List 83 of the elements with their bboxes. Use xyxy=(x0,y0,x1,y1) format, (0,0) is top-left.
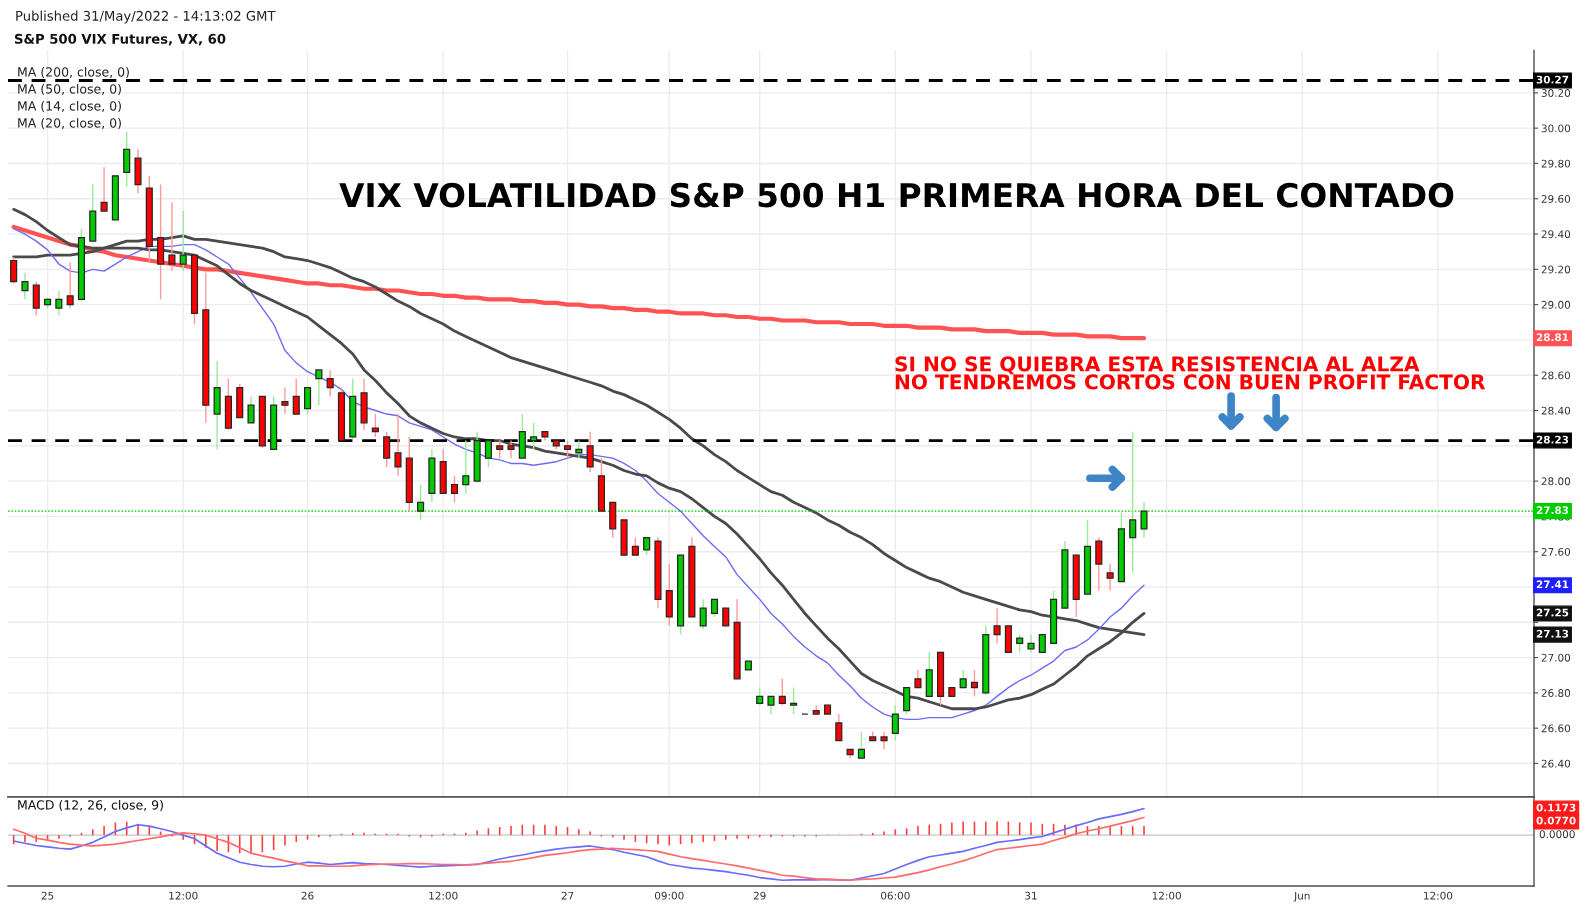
text: 27.25 xyxy=(1536,608,1569,617)
y-tick-label: 28.40 xyxy=(1541,406,1571,415)
x-tick-label: 12:00 xyxy=(429,891,458,900)
candlestick xyxy=(699,598,707,631)
candlestick xyxy=(303,386,312,415)
y-tick-label: 26.80 xyxy=(1541,689,1571,697)
candlestick xyxy=(100,166,108,212)
candlestick xyxy=(575,439,583,459)
x-tick-label: 12:00 xyxy=(169,891,198,900)
candlestick xyxy=(484,439,492,468)
candlestick xyxy=(1095,536,1103,592)
x-tick-label: 25 xyxy=(41,891,54,900)
candlestick xyxy=(903,686,911,715)
y-tick-label: 26.60 xyxy=(1541,724,1571,733)
text: 27.41 xyxy=(1536,580,1569,589)
x-tick-label: 27 xyxy=(561,891,574,900)
x-tick-label: 29 xyxy=(753,891,766,900)
candlestick xyxy=(326,369,334,398)
annotation: VIX VOLATILIDAD S&P 500 H1 PRIMERA HORA DEL CONTADO xyxy=(339,182,1454,208)
x-tick-label: 09:00 xyxy=(654,891,684,900)
y-tick-label: 27.60 xyxy=(1541,547,1571,556)
candlestick xyxy=(993,607,1001,645)
x-tick-label: 06:00 xyxy=(881,891,910,900)
candlestick xyxy=(586,430,594,473)
ref-line-label: 30.27 xyxy=(1536,75,1569,84)
y-tick-label: 29.60 xyxy=(1541,194,1571,203)
x-tick-label: 12:00 xyxy=(1424,891,1453,900)
candlestick xyxy=(778,678,786,706)
candlestick xyxy=(32,280,40,316)
candlestick xyxy=(462,439,470,495)
x-tick-label: 26 xyxy=(301,891,314,900)
annotation: SI NO SE QUIEBRA ESTA RESISTENCIA AL ALZA NO TENDREMOS CORTOS CON BUEN PROFIT FACTOR xyxy=(895,356,1486,390)
candlestick xyxy=(10,256,18,285)
y-tick-label: 26.40 xyxy=(1541,759,1571,768)
annotation: MA (14, close, 0) xyxy=(18,100,121,113)
candlestick xyxy=(66,261,74,309)
annotation: MA (200, close, 0) xyxy=(18,66,129,79)
candlestick xyxy=(123,130,131,188)
candlestick xyxy=(530,422,538,451)
text: 28.81 xyxy=(1536,333,1569,342)
candlestick xyxy=(21,272,29,301)
candlestick xyxy=(857,731,865,759)
y-tick-label: 30.20 xyxy=(1541,89,1571,97)
candlestick xyxy=(880,731,888,751)
candlestick xyxy=(315,369,323,406)
line-series xyxy=(11,224,1147,341)
candlestick xyxy=(383,430,391,468)
y-tick-label: 28.60 xyxy=(1541,371,1571,380)
text: 0.1173 xyxy=(1536,803,1576,812)
candlestick xyxy=(179,210,187,272)
y-tick-label: 29.00 xyxy=(1541,300,1571,309)
x-tick-label: 12:00 xyxy=(1152,891,1181,900)
candlestick xyxy=(970,669,979,698)
ref-line-label: 27.83 xyxy=(1536,506,1569,515)
text: Published 31/May/2022 - 14:13:02 GMT xyxy=(16,10,276,24)
candlestick xyxy=(168,201,176,272)
chart-title: MACD (12, 26, close, 9) xyxy=(18,799,163,812)
y-tick-label: 28.00 xyxy=(1541,477,1571,486)
text: 0.0770 xyxy=(1536,816,1576,825)
candlestick xyxy=(790,686,798,715)
y-tick-label: 29.80 xyxy=(1541,159,1571,168)
y-tick-label: 27.00 xyxy=(1541,653,1571,662)
text: 27.13 xyxy=(1536,629,1569,638)
candlestick xyxy=(394,413,402,477)
text: 0.0000 xyxy=(1539,830,1575,839)
candlestick xyxy=(891,704,899,742)
annotation: MA (50, close, 0) xyxy=(18,83,121,96)
candlestick xyxy=(247,395,255,424)
ref-line-label: 28.23 xyxy=(1536,435,1569,444)
y-tick-label: 30.00 xyxy=(1541,124,1571,133)
candlestick xyxy=(292,378,300,415)
candlestick xyxy=(281,386,289,415)
chart-title: S&P 500 VIX Futures, VX, 60 xyxy=(14,33,226,46)
x-tick-label: Jun xyxy=(1293,891,1310,902)
candlestick xyxy=(507,439,515,459)
y-tick-label: 29.20 xyxy=(1541,265,1571,274)
annotation: MA (20, close, 0) xyxy=(18,117,121,130)
candlestick xyxy=(55,289,63,316)
y-tick-label: 29.40 xyxy=(1541,230,1571,239)
x-tick-label: 31 xyxy=(1025,891,1037,900)
candlestick xyxy=(1106,563,1114,592)
candlestick xyxy=(450,475,459,503)
candlestick xyxy=(835,713,843,742)
